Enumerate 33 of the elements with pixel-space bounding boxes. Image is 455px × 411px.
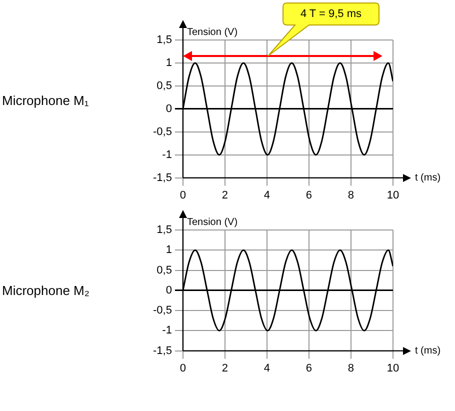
y-tick-label: 1 (166, 57, 172, 69)
y-tick-label: 0 (166, 102, 172, 115)
y-tick-label: 1 (166, 244, 172, 256)
text: Microphone M₂ (2, 283, 90, 298)
x-tick-label: 6 (306, 189, 312, 202)
x-tick-label: 2 (222, 362, 228, 374)
y-tick-label: -1,5 (152, 344, 172, 357)
x-tick-label: 10 (386, 362, 400, 374)
text: Microphone M₁ (2, 92, 90, 108)
x-tick-label: 6 (306, 362, 312, 374)
x-tick-label: 4 (264, 189, 270, 202)
x-tick-label: 8 (348, 362, 354, 374)
y-axis-title: Tension (V) (186, 216, 238, 228)
y-tick-label: 0,5 (156, 80, 172, 92)
x-tick-label: 0 (180, 362, 186, 374)
y-tick-label: 1,5 (156, 224, 172, 236)
x-tick-label: 8 (348, 189, 354, 202)
y-tick-label: -0,5 (152, 304, 172, 317)
y-tick-label: -0,5 (152, 126, 172, 138)
x-tick-label: 10 (386, 189, 400, 202)
y-tick-label: 0 (166, 284, 172, 296)
y-tick-label: -1 (162, 324, 172, 337)
y-axis-title: Tension (V) (186, 26, 238, 38)
y-tick-label: 1,5 (156, 34, 172, 46)
x-axis-title: t (ms) (415, 172, 441, 184)
y-tick-label: -1 (162, 148, 172, 161)
y-tick-label: 0,5 (156, 264, 172, 276)
x-tick-label: 4 (264, 362, 270, 374)
x-axis-title: t (ms) (415, 346, 441, 357)
text: 4 T = 9,5 ms (299, 7, 362, 22)
x-tick-label: 0 (180, 189, 186, 202)
y-tick-label: -1,5 (152, 172, 172, 184)
x-tick-label: 2 (222, 189, 228, 202)
